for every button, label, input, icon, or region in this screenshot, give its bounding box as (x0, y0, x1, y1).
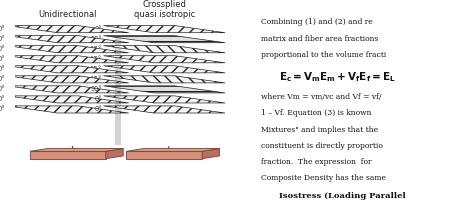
Polygon shape (7, 56, 129, 63)
Text: Combining (1) and (2) and re: Combining (1) and (2) and re (261, 18, 373, 26)
Polygon shape (103, 76, 225, 83)
Polygon shape (103, 26, 225, 33)
Polygon shape (30, 149, 123, 151)
Polygon shape (103, 106, 225, 113)
Polygon shape (7, 26, 129, 33)
Text: 90°: 90° (91, 86, 102, 92)
Polygon shape (7, 106, 129, 113)
Text: +45°: +45° (85, 46, 102, 52)
Text: -45°: -45° (88, 56, 102, 62)
Text: 0°: 0° (0, 96, 6, 102)
Text: 0°: 0° (0, 76, 6, 82)
Text: Crossplied
quasi isotropic: Crossplied quasi isotropic (134, 0, 195, 19)
Polygon shape (106, 149, 123, 159)
Text: 0°: 0° (0, 56, 6, 62)
Polygon shape (7, 96, 129, 103)
Polygon shape (103, 46, 225, 53)
Text: Composite Density has the same: Composite Density has the same (261, 174, 386, 182)
Polygon shape (103, 66, 225, 73)
Polygon shape (127, 151, 202, 159)
Bar (115, 37, 121, 145)
Polygon shape (103, 56, 225, 63)
Polygon shape (7, 36, 129, 43)
Text: fraction.  The expression  for: fraction. The expression for (261, 158, 371, 166)
Text: +45°: +45° (85, 76, 102, 82)
Polygon shape (7, 46, 129, 53)
Text: $\mathbf{E_c = V_m E_m + V_f E_f = E_L}$: $\mathbf{E_c = V_m E_m + V_f E_f = E_L}$ (279, 70, 396, 84)
Text: 1 – Vf. Equation (3) is known: 1 – Vf. Equation (3) is known (261, 109, 371, 117)
Text: 0°: 0° (0, 46, 6, 52)
Text: 0°: 0° (0, 106, 6, 112)
Text: Unidirectional: Unidirectional (39, 10, 97, 19)
Polygon shape (30, 151, 106, 159)
Text: 0°: 0° (0, 66, 6, 72)
Polygon shape (103, 96, 225, 103)
Text: matrix and fiber area fractions: matrix and fiber area fractions (261, 35, 378, 43)
Text: 0°: 0° (0, 36, 6, 42)
Text: constituent is directly proportio: constituent is directly proportio (261, 142, 383, 150)
Polygon shape (7, 66, 129, 73)
Polygon shape (7, 86, 129, 93)
Text: 90°: 90° (91, 36, 102, 42)
Polygon shape (202, 149, 219, 159)
Text: 0°: 0° (94, 106, 102, 112)
Text: 0°: 0° (0, 26, 6, 32)
Polygon shape (103, 86, 225, 93)
Text: proportional to the volume fracti: proportional to the volume fracti (261, 51, 386, 59)
Text: Mixtures" and implies that the: Mixtures" and implies that the (261, 126, 378, 134)
Polygon shape (7, 76, 129, 83)
Text: 0°: 0° (0, 86, 6, 92)
Text: where Vm = vm/vc and Vf = vf/: where Vm = vm/vc and Vf = vf/ (261, 93, 381, 101)
Text: 0°: 0° (94, 26, 102, 32)
Text: -45°: -45° (88, 66, 102, 72)
Text: Isostress (Loading Parallel: Isostress (Loading Parallel (279, 192, 406, 200)
Polygon shape (103, 36, 225, 43)
Text: 0°: 0° (94, 96, 102, 102)
Polygon shape (127, 149, 219, 151)
